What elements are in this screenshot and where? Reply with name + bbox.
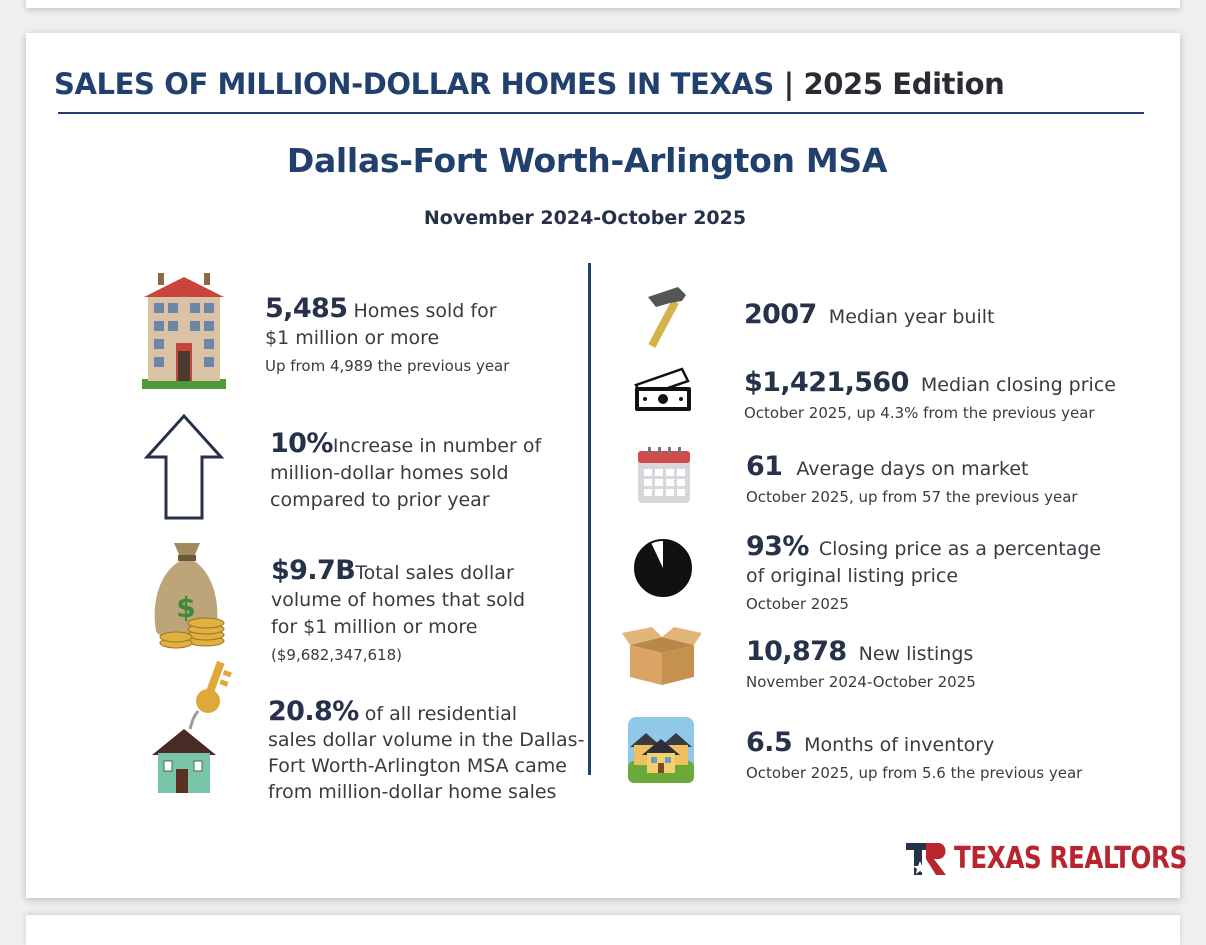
months-inventory-stat: 6.5 Months of inventory October 2025, up… bbox=[746, 727, 1083, 782]
svg-text:$: $ bbox=[176, 591, 195, 624]
houses-icon bbox=[628, 717, 694, 783]
period-heading: November 2024-October 2025 bbox=[423, 207, 747, 229]
homes-sold-stat: 5,485 Homes sold for $1 million or more … bbox=[265, 293, 510, 375]
infographic-card: SALES OF MILLION-DOLLAR HOMES IN TEXAS |… bbox=[26, 33, 1187, 898]
residential-share-value: 20.8% bbox=[268, 696, 359, 727]
median-price-stat: $1,421,560 Median closing price October … bbox=[744, 367, 1116, 422]
total-volume-value: $9.7B bbox=[271, 555, 356, 586]
new-listings-stat: 10,878 New listings November 2024-Octobe… bbox=[746, 636, 976, 691]
increase-value: 10% bbox=[270, 428, 333, 459]
days-on-market-value: 61 bbox=[746, 451, 783, 482]
days-on-market-stat: 61 Average days on market October 2025, … bbox=[746, 451, 1078, 506]
money-bag-icon: $ bbox=[154, 543, 225, 649]
logo-text: TEXAS REALTORS bbox=[954, 841, 1187, 876]
median-price-value: $1,421,560 bbox=[744, 367, 909, 398]
tr-logo-mark-icon bbox=[906, 843, 946, 875]
cash-icon bbox=[634, 367, 691, 411]
pie-icon bbox=[634, 539, 692, 597]
residential-share-stat: 20.8% of all residential sales dollar vo… bbox=[268, 696, 585, 803]
total-volume-stat: $9.7BTotal sales dollar volume of homes … bbox=[271, 555, 526, 664]
year-built-value: 2007 bbox=[744, 299, 817, 330]
next-page-edge bbox=[26, 915, 1180, 945]
msa-heading: Dallas-Fort Worth-Arlington MSA bbox=[286, 141, 888, 180]
texas-realtors-logo: TEXAS REALTORS bbox=[906, 839, 1187, 879]
up-arrow-icon bbox=[144, 413, 224, 520]
closing-percentage-stat: 93% Closing price as a percentage of ori… bbox=[746, 531, 1102, 613]
pie-wedge bbox=[634, 540, 691, 596]
column-divider bbox=[588, 263, 591, 775]
homes-sold-value: 5,485 bbox=[265, 293, 348, 324]
hammer-icon bbox=[648, 287, 686, 348]
house-key-icon bbox=[152, 660, 232, 793]
calendar-icon bbox=[638, 447, 690, 503]
closing-percentage-value: 93% bbox=[746, 531, 809, 562]
new-listings-value: 10,878 bbox=[746, 636, 847, 667]
box-icon bbox=[622, 627, 702, 685]
months-inventory-value: 6.5 bbox=[746, 727, 793, 758]
page-title: SALES OF MILLION-DOLLAR HOMES IN TEXAS |… bbox=[54, 67, 1005, 101]
title-rule bbox=[58, 112, 1144, 114]
increase-stat: 10%Increase in number of million-dollar … bbox=[270, 428, 542, 511]
mansion-icon bbox=[142, 273, 226, 389]
year-built-stat: 2007 Median year built bbox=[744, 299, 995, 330]
previous-page-edge bbox=[26, 0, 1180, 8]
